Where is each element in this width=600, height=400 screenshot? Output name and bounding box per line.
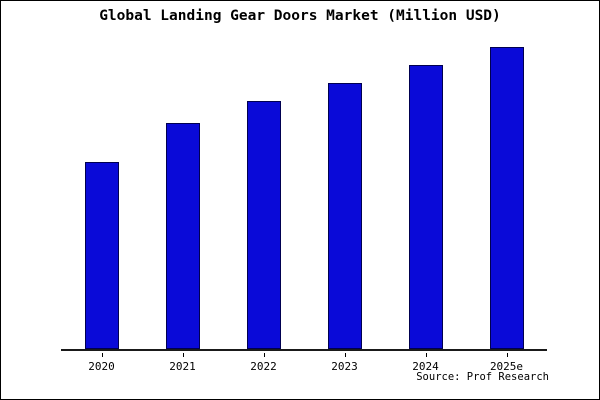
x-tick-mark <box>101 353 103 357</box>
bar-2024 <box>408 65 443 349</box>
x-tick-label-2021: 2021 <box>142 353 223 373</box>
source-credit: Source: Prof Research <box>416 371 549 383</box>
bar-2022 <box>246 101 281 349</box>
x-tick-mark <box>344 353 346 357</box>
x-tick-text: 2020 <box>88 360 115 373</box>
x-tick-mark <box>425 353 427 357</box>
bars-container <box>61 47 547 349</box>
chart-title: Global Landing Gear Doors Market (Millio… <box>99 8 501 24</box>
x-tick-label-2024: 2024 <box>385 353 466 373</box>
bar-2025e <box>489 47 524 349</box>
bar-slot <box>246 47 281 349</box>
plot-area <box>61 47 547 351</box>
x-tick-text: 2025e <box>489 360 524 373</box>
bar-slot <box>84 47 119 349</box>
bar-slot <box>489 47 524 349</box>
x-tick-label-2020: 2020 <box>61 353 142 373</box>
x-tick-label-2022: 2022 <box>223 353 304 373</box>
x-tick-mark <box>263 353 265 357</box>
x-tick-text: 2023 <box>331 360 358 373</box>
x-tick-mark <box>506 353 508 357</box>
x-tick-text: 2022 <box>250 360 277 373</box>
x-tick-text: 2021 <box>169 360 196 373</box>
bar-slot <box>408 47 443 349</box>
x-axis-labels: 2020 2021 2022 2023 2024 2025e <box>61 353 547 373</box>
bar-2023 <box>327 83 362 349</box>
bar-slot <box>327 47 362 349</box>
x-tick-label-2023: 2023 <box>304 353 385 373</box>
x-tick-text: 2024 <box>412 360 439 373</box>
bar-2021 <box>165 122 200 349</box>
bar-slot <box>165 47 200 349</box>
x-tick-label-2025e: 2025e <box>466 353 547 373</box>
x-tick-mark <box>182 353 184 357</box>
bar-2020 <box>84 161 119 349</box>
